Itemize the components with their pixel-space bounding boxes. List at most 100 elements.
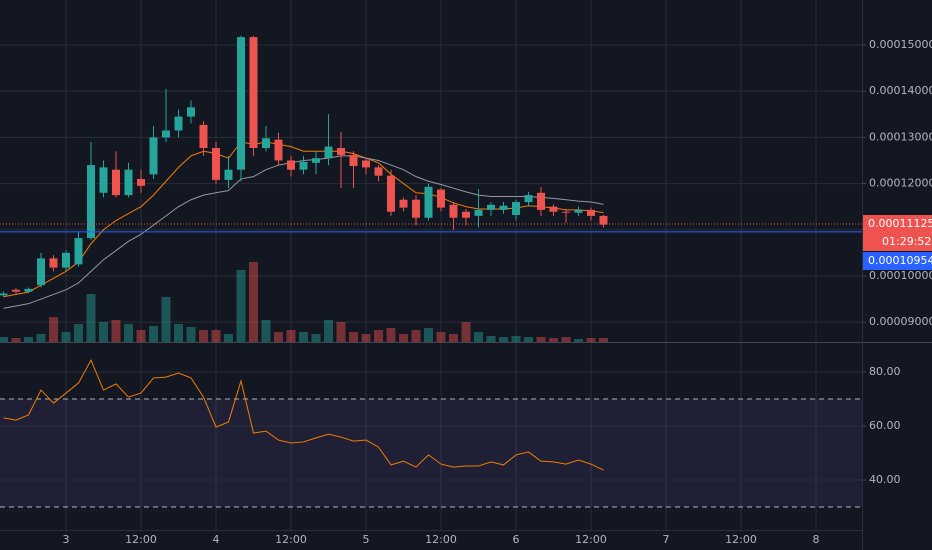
volume-bar [61, 332, 71, 342]
volume-bar [349, 332, 358, 342]
candle-body [87, 165, 95, 239]
volume-bar [461, 322, 471, 342]
candle-body [537, 192, 545, 210]
candle-body [274, 139, 283, 161]
volume-bar [124, 324, 133, 342]
candle-body [162, 130, 170, 138]
y-tick-label: 80.00 [869, 365, 901, 378]
candle-body [262, 138, 270, 148]
candle-body [374, 167, 383, 176]
candle-body [199, 124, 208, 148]
candle-body [174, 116, 183, 131]
volume-bar [36, 334, 46, 342]
candle-body [312, 158, 320, 163]
volume-bar [136, 330, 146, 342]
volume-bar [274, 332, 283, 342]
candle-body [62, 252, 70, 268]
candle-body [224, 169, 233, 180]
candle-body [12, 289, 20, 292]
candle-body [474, 209, 483, 216]
candle-body [549, 206, 558, 212]
volume-bar [24, 337, 33, 342]
volume-bar [386, 328, 396, 342]
candle-body [499, 205, 508, 210]
candle-body [462, 211, 470, 218]
candle-body [337, 147, 345, 155]
candle-body [24, 288, 33, 292]
volume-bar [261, 320, 271, 342]
volume-bar [374, 330, 383, 342]
candle-body [487, 204, 495, 210]
volume-bar [449, 334, 458, 342]
volume-bar [199, 330, 208, 342]
volume-bar [236, 270, 246, 342]
plot-layer [0, 0, 862, 530]
candle-body [349, 154, 358, 167]
candle-body [512, 202, 520, 215]
volume-bar [361, 334, 371, 342]
volume-bar [599, 338, 608, 342]
volume-bar [299, 332, 308, 342]
x-tick-label: 12:00 [125, 533, 157, 546]
candle-body [74, 238, 83, 265]
candle-body [324, 146, 333, 159]
volume-bar [149, 326, 158, 342]
candle-body [299, 161, 308, 170]
volume-bar [249, 262, 258, 342]
candle-body [362, 160, 370, 168]
y-tick-label: 60.00 [869, 419, 901, 432]
volume-bar [324, 320, 333, 342]
candle-body [287, 160, 295, 170]
candle-body [399, 199, 408, 208]
last-price-label: 0.00011125 [868, 217, 932, 230]
x-tick-label: 3 [63, 533, 70, 546]
candle-body [449, 204, 458, 218]
countdown-label: 01:29:52 [882, 235, 931, 248]
volume-bar [586, 338, 596, 342]
rsi-band [0, 398, 862, 508]
y-tick-label: 0.00009000 [869, 315, 932, 328]
candle-body [562, 211, 570, 213]
rsi-line [3, 358, 604, 471]
x-tick-label: 8 [813, 533, 820, 546]
candle-body [387, 175, 395, 212]
volume-bar [224, 334, 233, 342]
candle-body [124, 169, 133, 196]
candle-body [37, 258, 45, 286]
volume-bar [536, 337, 546, 342]
candle-body [437, 189, 445, 208]
candle-body [0, 293, 8, 296]
volume-bar [399, 334, 408, 342]
volume-bar [336, 322, 346, 342]
candle-body [599, 215, 608, 225]
volume-bar [111, 320, 121, 342]
volume-bar [174, 324, 183, 342]
volume-bar [11, 338, 21, 342]
x-tick-label: 6 [513, 533, 520, 546]
volume-bar [86, 294, 96, 342]
x-tick-label: 5 [363, 533, 370, 546]
x-tick-label: 7 [663, 533, 670, 546]
x-tick-label: 12:00 [725, 533, 757, 546]
y-tick-label: 0.00012000 [869, 177, 932, 190]
volume-bar [161, 297, 171, 342]
volume-bar [474, 332, 483, 342]
candle-body [99, 167, 108, 193]
candle-body [137, 178, 145, 186]
x-tick-label: 4 [213, 533, 220, 546]
volume-bar [311, 334, 321, 342]
volume-bar [499, 337, 508, 342]
volume-bar [486, 336, 496, 342]
volume-bar [211, 330, 221, 342]
volume-bar [74, 324, 83, 342]
volume-bar [0, 337, 9, 342]
candle-body [237, 37, 245, 170]
candle-body [212, 147, 220, 180]
volume-bar [561, 337, 571, 342]
volume-bar [411, 330, 421, 342]
volume-bar [436, 332, 446, 342]
candle-body [112, 169, 120, 196]
volume-bar [549, 338, 558, 342]
candle-body [49, 258, 58, 268]
